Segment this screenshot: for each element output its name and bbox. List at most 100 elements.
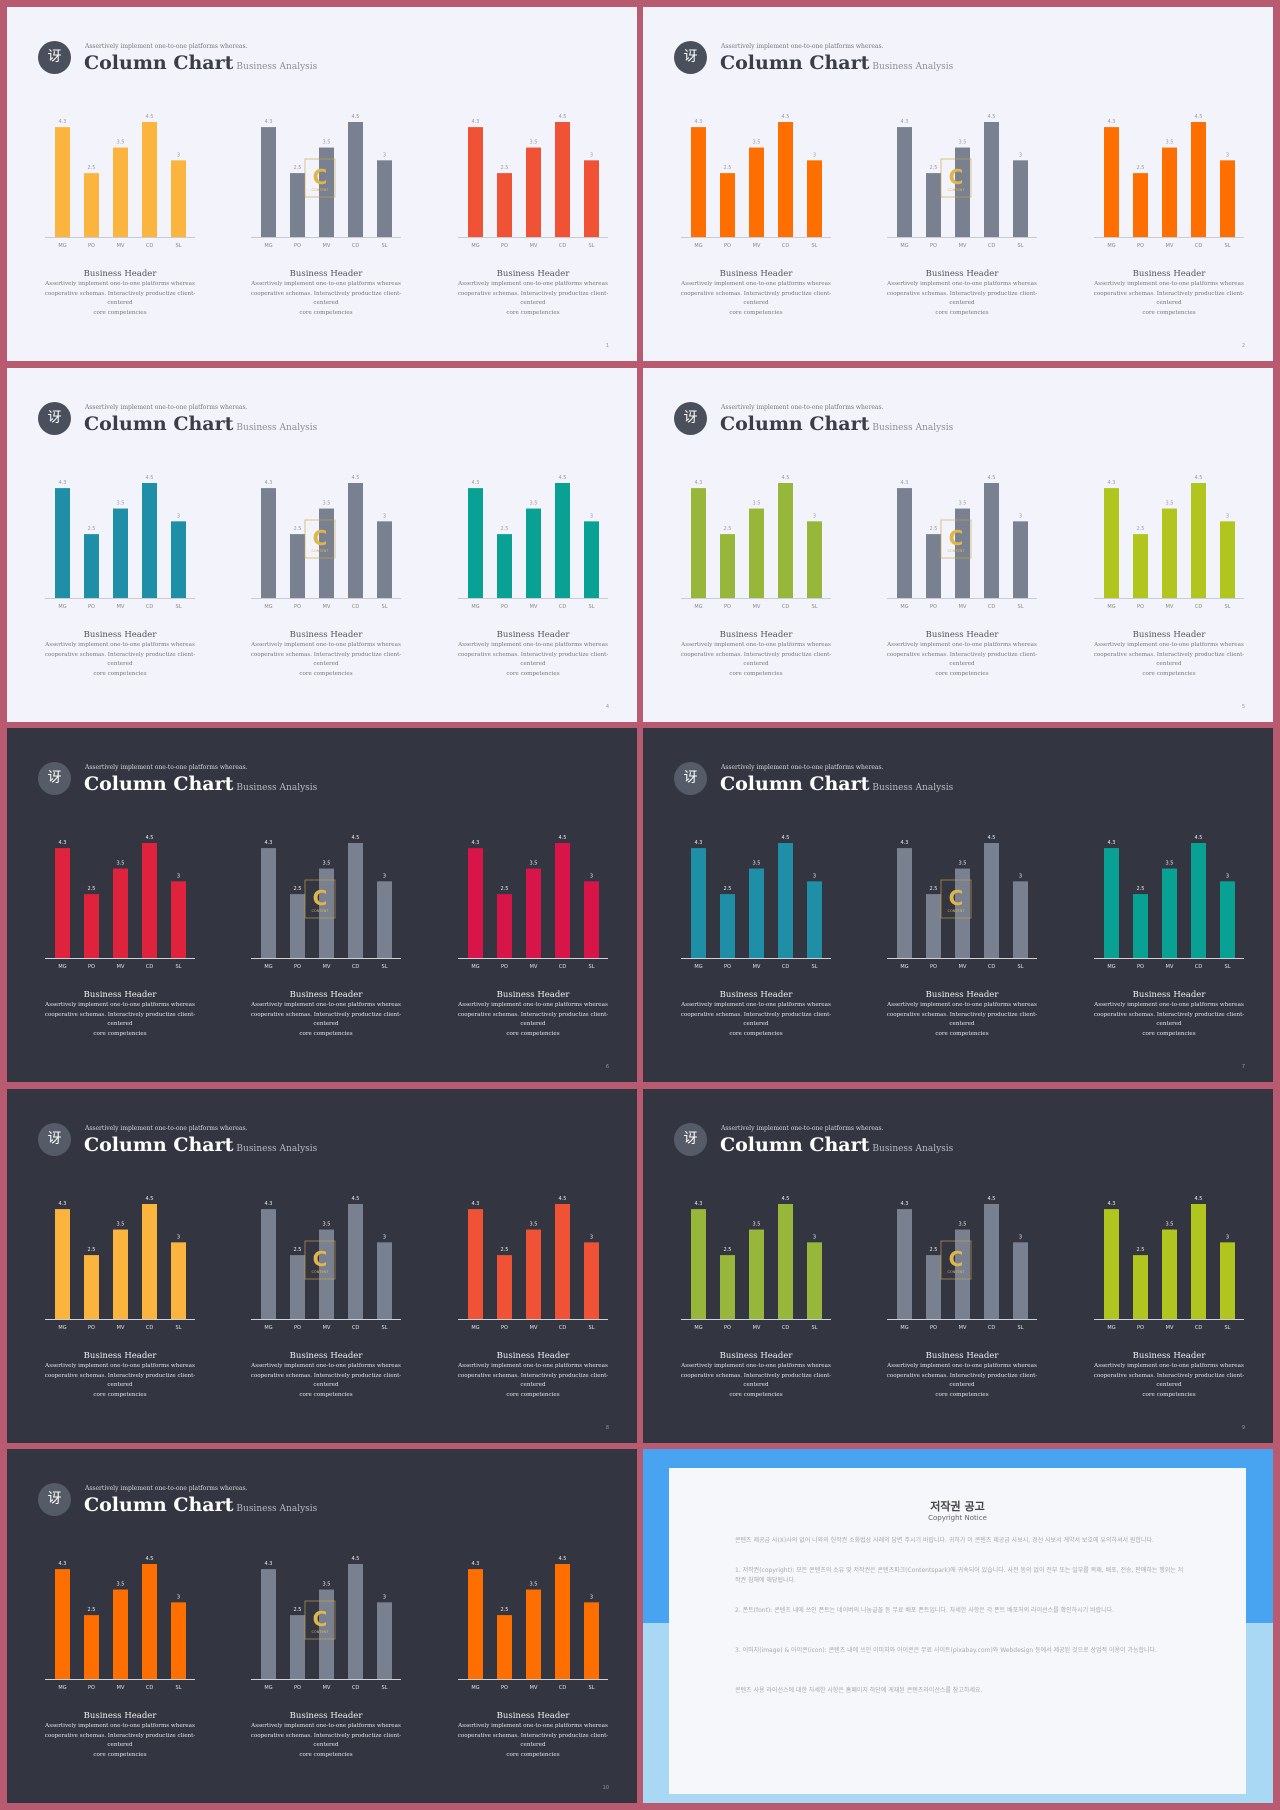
- bar-sl: [171, 1242, 186, 1319]
- category-label: MG: [1107, 604, 1115, 610]
- bar-po: [1133, 173, 1148, 237]
- category-label: MV: [323, 964, 331, 970]
- description-line: core competencies: [935, 670, 989, 677]
- tagline: Assertively implement one-to-one platfor…: [85, 1485, 248, 1492]
- description-line: Assertively implement one-to-one platfor…: [251, 1363, 401, 1369]
- svg-text:CONTENT: CONTENT: [948, 549, 966, 553]
- bar-mg: [261, 1209, 276, 1319]
- notice-outro: 콘텐츠 사용 라이선스에 대한 자세한 사항은 홈페이지 하단에 게재된 콘텐츠…: [735, 1687, 983, 1694]
- value-label: 3.5: [117, 861, 125, 867]
- logo-icon: 讶: [674, 1123, 707, 1156]
- business-description: Assertively implement one-to-one platfor…: [35, 280, 205, 318]
- bar-po: [84, 173, 99, 237]
- bar-po: [290, 1255, 305, 1319]
- value-label: 3.5: [323, 501, 331, 507]
- value-label: 3: [1019, 1234, 1022, 1240]
- bar-mv: [749, 868, 764, 958]
- description-line: Assertively implement one-to-one platfor…: [681, 1002, 831, 1008]
- description-line: Assertively implement one-to-one platfor…: [1094, 1002, 1244, 1008]
- slide-title-text: Column Chart: [720, 1134, 870, 1156]
- page-number: 6: [605, 1064, 609, 1070]
- category-label: SL: [589, 1685, 595, 1691]
- bar-mg: [897, 1209, 912, 1319]
- category-label: MG: [58, 604, 66, 610]
- category-label: MV: [117, 604, 125, 610]
- value-label: 2.5: [88, 1607, 96, 1613]
- category-label: MG: [264, 243, 272, 249]
- description-line: Assertively implement one-to-one platfor…: [681, 642, 831, 648]
- bar-po: [84, 1255, 99, 1319]
- value-label: 2.5: [501, 886, 509, 892]
- svg-text:C: C: [949, 1247, 964, 1271]
- bar-sl: [807, 881, 822, 958]
- value-label: 4.5: [146, 835, 154, 841]
- value-label: 4.5: [1195, 114, 1203, 120]
- description-line: cooperative schemas. Interactively produ…: [457, 1372, 609, 1389]
- category-label: SL: [1018, 1325, 1024, 1331]
- bar-cd: [1191, 843, 1206, 958]
- notice-subtitle: Copyright Notice: [928, 1514, 987, 1522]
- value-label: 2.5: [501, 165, 509, 171]
- category-label: MG: [694, 964, 702, 970]
- value-label: 3.5: [1166, 1222, 1174, 1228]
- category-label: SL: [176, 243, 182, 249]
- value-label: 4.3: [265, 1561, 273, 1567]
- bar-mv: [526, 1229, 541, 1319]
- value-label: 3: [1226, 873, 1229, 879]
- value-label: 3: [590, 1594, 593, 1600]
- category-label: MG: [900, 1325, 908, 1331]
- value-label: 4.3: [472, 119, 480, 125]
- bar-mg: [468, 1569, 483, 1679]
- slide-subtitle: Business Analysis: [236, 1504, 318, 1514]
- value-label: 3.5: [1166, 861, 1174, 867]
- business-description: Assertively implement one-to-one platfor…: [35, 1001, 205, 1039]
- value-label: 4.5: [559, 1556, 567, 1562]
- value-label: 4.3: [472, 1561, 480, 1567]
- value-label: 4.3: [265, 1201, 273, 1207]
- bar-sl: [584, 881, 599, 958]
- bar-po: [1133, 894, 1148, 958]
- description-line: cooperative schemas. Interactively produ…: [1093, 651, 1245, 668]
- bar-po: [84, 1615, 99, 1679]
- description-line: Assertively implement one-to-one platfor…: [251, 1002, 401, 1008]
- category-label: MV: [323, 243, 331, 249]
- tagline: Assertively implement one-to-one platfor…: [721, 404, 884, 411]
- value-label: 4.3: [901, 119, 909, 125]
- business-description: Assertively implement one-to-one platfor…: [35, 1362, 205, 1400]
- slide-title-text: Column Chart: [84, 1494, 234, 1516]
- value-label: 2.5: [724, 165, 732, 171]
- category-label: MG: [264, 1325, 272, 1331]
- bar-po: [926, 534, 941, 598]
- business-description: Assertively implement one-to-one platfor…: [1084, 1001, 1254, 1039]
- svg-text:C: C: [949, 886, 964, 910]
- bar-cd: [778, 483, 793, 598]
- category-label: PO: [1137, 1325, 1144, 1331]
- value-label: 3.5: [530, 140, 538, 146]
- logo-icon: 讶: [38, 402, 71, 435]
- business-header: Business Header: [719, 990, 793, 1000]
- category-label: PO: [501, 1325, 508, 1331]
- bar-mg: [897, 848, 912, 958]
- value-label: 4.5: [559, 1196, 567, 1202]
- category-label: CD: [559, 1325, 566, 1331]
- bar-sl: [377, 1602, 392, 1679]
- value-label: 4.3: [901, 1201, 909, 1207]
- slide-2: 讶 Assertively implement one-to-one platfo…: [643, 7, 1273, 361]
- slide-title: Column Chart Business Analysis: [84, 1134, 317, 1156]
- bar-po: [497, 534, 512, 598]
- description-line: Assertively implement one-to-one platfor…: [458, 1002, 608, 1008]
- tagline: Assertively implement one-to-one platfor…: [85, 764, 248, 771]
- svg-text:C: C: [313, 886, 328, 910]
- description-line: core competencies: [729, 1030, 783, 1037]
- bar-cd: [1191, 1204, 1206, 1319]
- slide-3: 讶 Assertively implement one-to-one platfo…: [7, 368, 637, 722]
- category-label: PO: [930, 243, 937, 249]
- bar-mg: [468, 1209, 483, 1319]
- bar-sl: [1220, 160, 1235, 237]
- category-label: CD: [1195, 964, 1202, 970]
- svg-text:CONTENT: CONTENT: [948, 909, 966, 913]
